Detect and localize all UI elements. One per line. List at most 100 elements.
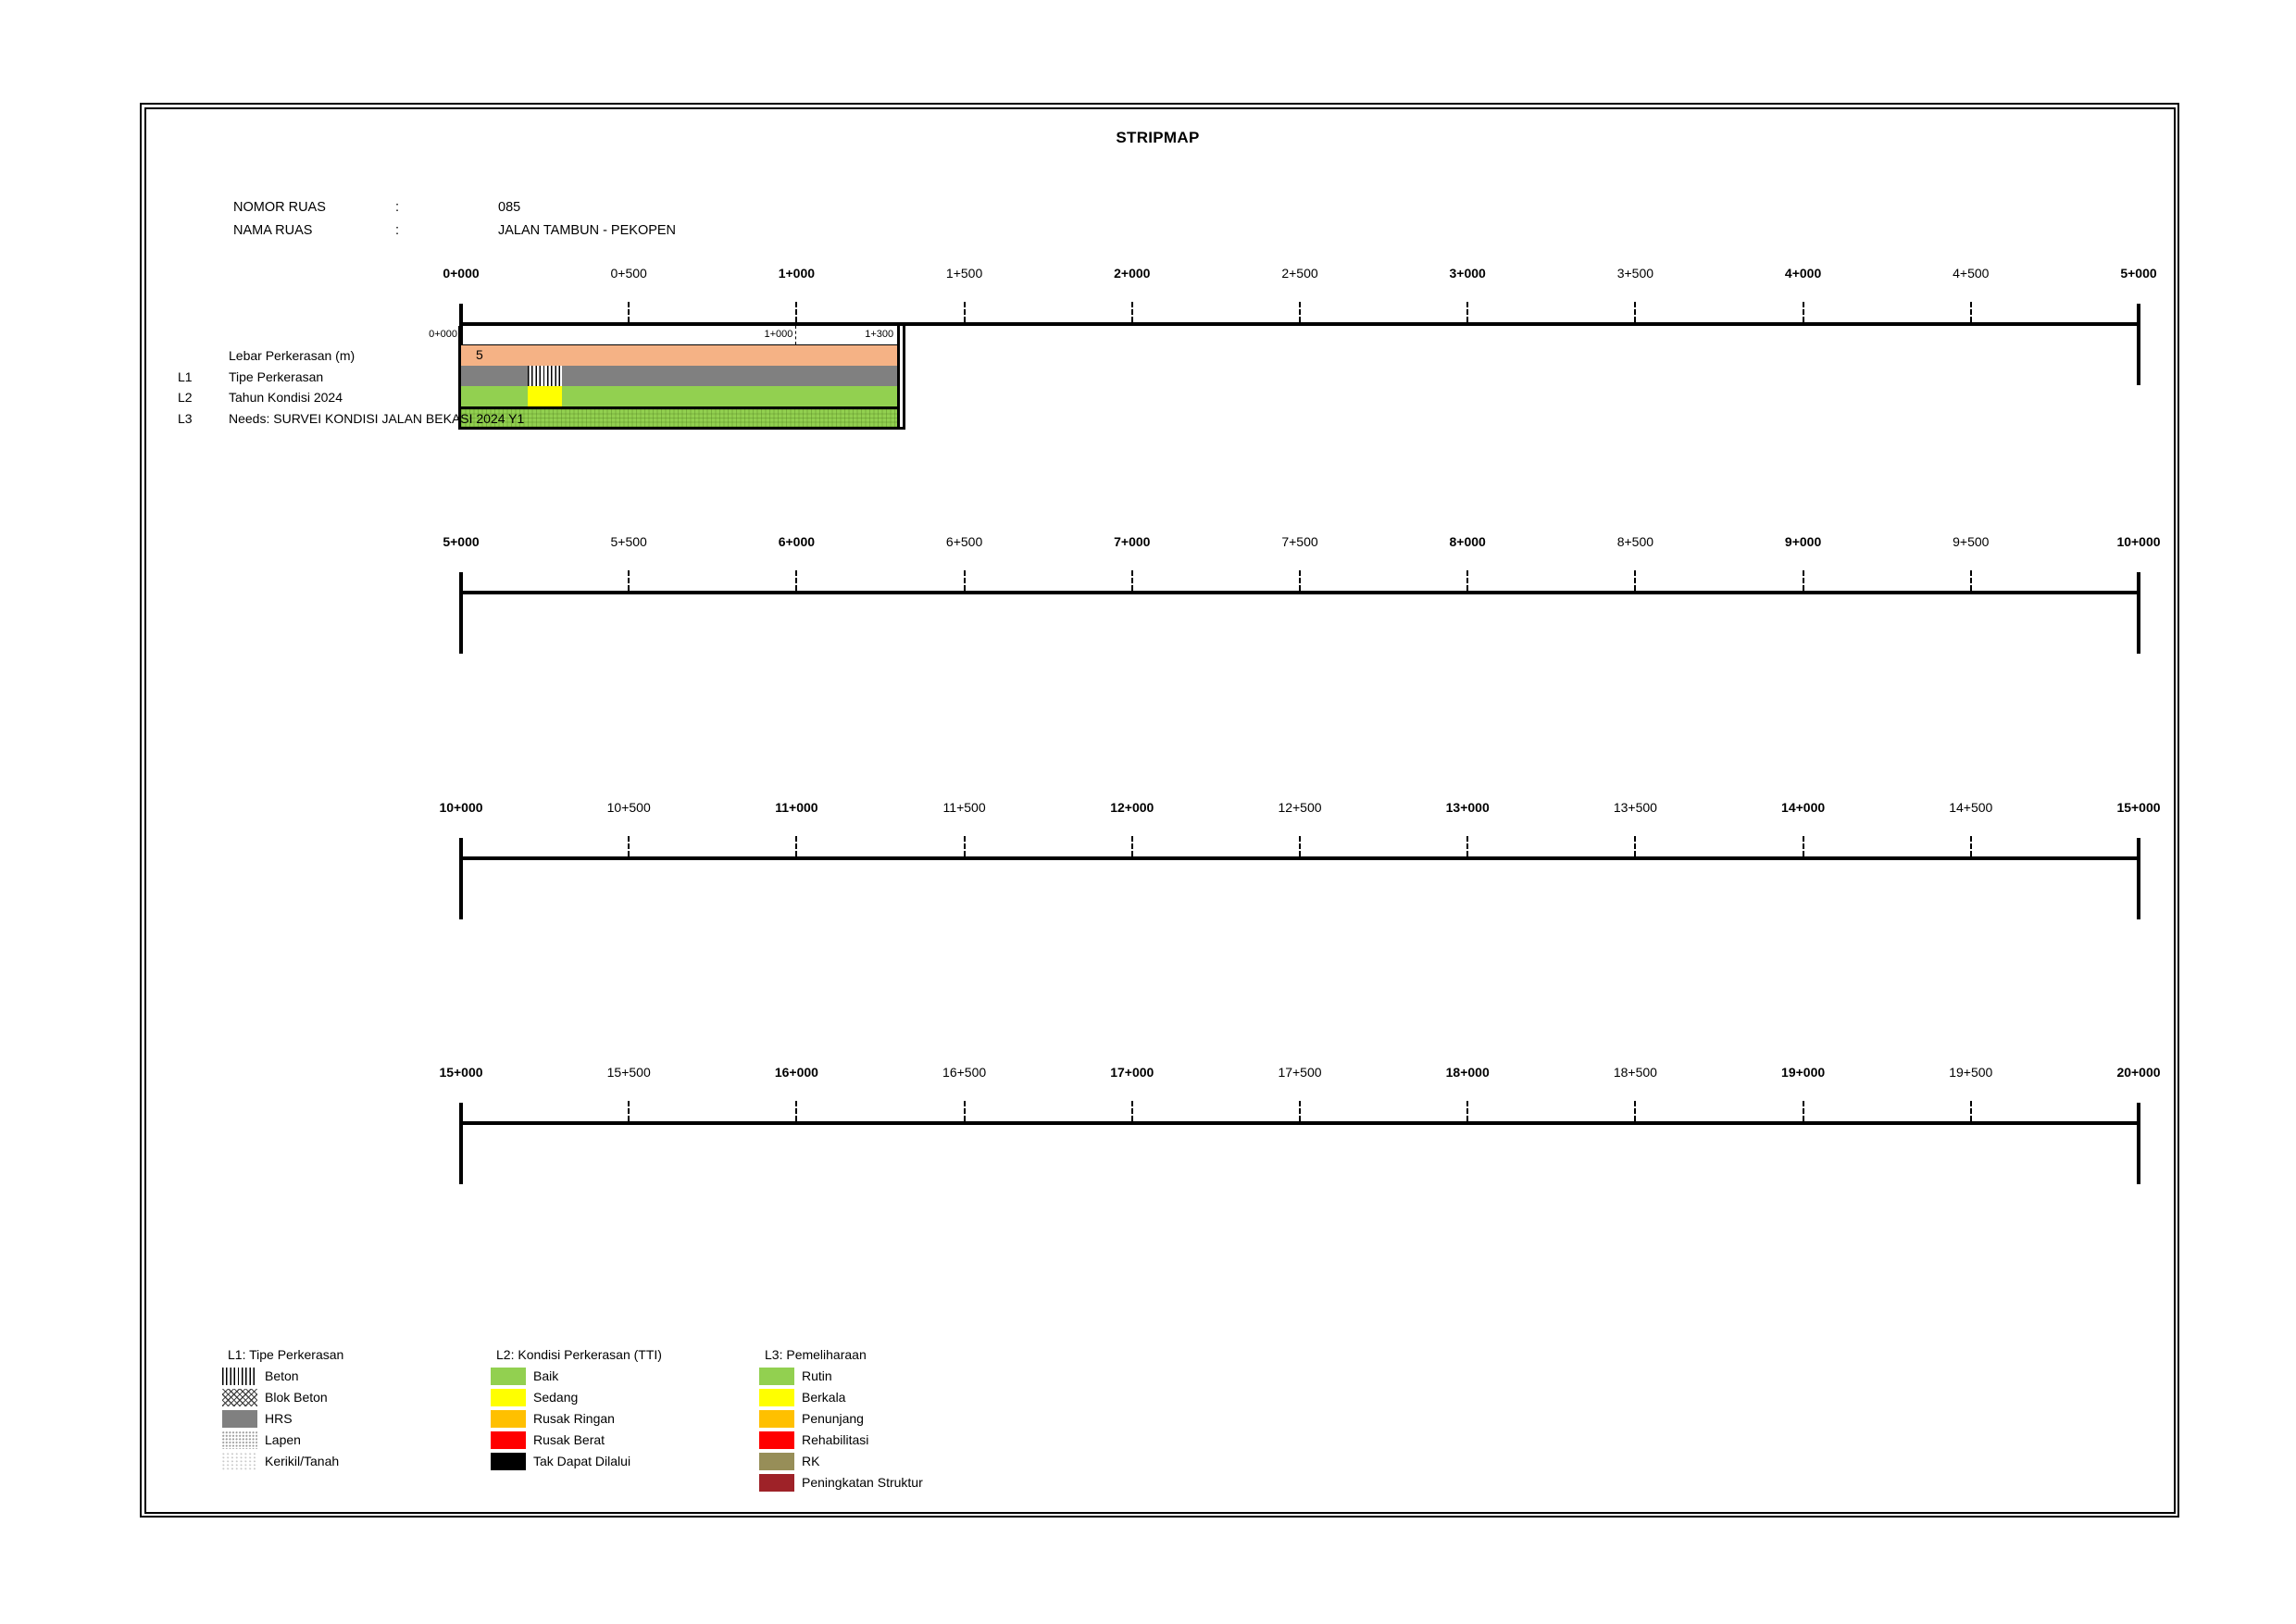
peningkatan-struktur-swatch (759, 1473, 794, 1492)
chainage-label: 4+000 (1784, 266, 1822, 281)
chainage-label: 5+000 (2120, 266, 2157, 281)
chainage-label: 1+000 (778, 266, 816, 281)
legend-group-l2: L2: Kondisi Perkerasan (TTI) Baik Sedang Ru… (491, 1347, 662, 1473)
ruler-tick (963, 836, 966, 856)
chainage-label: 10+000 (2116, 534, 2161, 549)
strip-km-dashed-line (795, 326, 797, 344)
ruler-tick (1802, 1101, 1804, 1121)
ruler-tick (1634, 1101, 1637, 1121)
chainage-label: 7+500 (1281, 534, 1318, 549)
lapen-swatch (222, 1430, 257, 1449)
legend-item: Lapen (222, 1430, 343, 1449)
lebar-value: 5 (476, 347, 483, 362)
ruler-tick (1969, 570, 1972, 591)
chainage-label: 15+000 (2116, 800, 2161, 815)
ruler-tick (1466, 836, 1469, 856)
legend-title: L1: Tipe Perkerasan (228, 1347, 344, 1362)
legend-item: Baik (491, 1367, 662, 1385)
strip-row-label-lebar: Lebar Perkerasan (m) (229, 348, 356, 363)
chainage-label: 17+500 (1278, 1065, 1322, 1080)
legend-label: Penunjang (802, 1411, 864, 1426)
tak-dapat-dilalui-swatch (491, 1452, 526, 1470)
legend-label: Berkala (802, 1390, 846, 1405)
ruler-tick (628, 302, 630, 322)
chainage-label: 14+000 (1781, 800, 1826, 815)
chainage-label: 2+000 (1114, 266, 1151, 281)
strip-block: 0+000 1+000 1+300 5 (429, 326, 905, 430)
strip-left-border (458, 326, 461, 430)
chainage-label: 10+500 (606, 800, 651, 815)
strip-layer-l1: L1 (178, 369, 193, 384)
chainage-label: 19+500 (1949, 1065, 1993, 1080)
strip-layer-l3: L3 (178, 411, 193, 426)
strip-row-label-tipe: Tipe Perkerasan (229, 369, 324, 384)
berkala-swatch (759, 1388, 794, 1406)
chainage-label: 8+000 (1449, 534, 1486, 549)
strip-tipe-row (461, 366, 898, 386)
ruler-tick (1130, 836, 1133, 856)
legend-item: Berkala (759, 1388, 923, 1406)
strip-segment-hrs (561, 366, 898, 386)
chainage-label: 9+500 (1953, 534, 1990, 549)
ruler-tick (795, 570, 798, 591)
rehabilitasi-swatch (759, 1430, 794, 1449)
strip-segment-sedang (528, 386, 562, 406)
chainage-label: 18+500 (1613, 1065, 1657, 1080)
rusak-berat-swatch (491, 1430, 526, 1449)
ruler-tick (1802, 570, 1804, 591)
strip-segment-beton (528, 366, 562, 386)
legend-item: Blok Beton (222, 1388, 343, 1406)
ruler-tick (1299, 1101, 1301, 1121)
sedang-swatch (491, 1388, 526, 1406)
chainage-label: 19+000 (1781, 1065, 1826, 1080)
penunjang-swatch (759, 1409, 794, 1428)
chainage-label: 15+500 (606, 1065, 651, 1080)
strip-segment-baik (461, 386, 529, 406)
strip-row-label-kondisi: Tahun Kondisi 2024 (229, 390, 343, 405)
nomor-ruas-colon: : (395, 200, 400, 215)
ruler-tick (1130, 302, 1133, 322)
ruler-line (461, 856, 2139, 860)
legend-label: Baik (533, 1368, 559, 1383)
ruler-end-bar (459, 1103, 463, 1184)
chainage-label: 13+500 (1613, 800, 1657, 815)
chainage-label: 4+500 (1953, 266, 1990, 281)
chainage-label: 17+000 (1110, 1065, 1154, 1080)
strip-layer-l2: L2 (178, 390, 193, 405)
chainage-label: 10+000 (439, 800, 483, 815)
legend-title: L3: Pemeliharaan (765, 1347, 867, 1362)
legend-item: Beton (222, 1367, 343, 1385)
chainage-label: 0+500 (610, 266, 647, 281)
ruler-tick (1969, 836, 1972, 856)
hrs-swatch (222, 1409, 257, 1428)
chainage-label: 8+500 (1616, 534, 1654, 549)
ruler-tick (1299, 570, 1301, 591)
chainage-label: 1+500 (945, 266, 983, 281)
chainage-label: 12+500 (1278, 800, 1322, 815)
strip-bottom-border (458, 427, 905, 430)
ruler-tick (1299, 302, 1301, 322)
legend-item: Sedang (491, 1388, 662, 1406)
legend-label: RK (802, 1454, 820, 1468)
ruler-tick (963, 570, 966, 591)
ruler-tick (1802, 302, 1804, 322)
chainage-label: 14+500 (1949, 800, 1993, 815)
page-border (140, 103, 2179, 1518)
legend-group-l3: L3: Pemeliharaan Rutin Berkala Penunjang Reh… (759, 1347, 923, 1494)
chainage-label: 9+000 (1784, 534, 1822, 549)
ruler-tick (963, 302, 966, 322)
ruler-tick (1634, 302, 1637, 322)
ruler-tick (1634, 836, 1637, 856)
ruler-tick (1634, 570, 1637, 591)
strip-segment-rutin (461, 409, 898, 427)
ruler-tick (963, 1101, 966, 1121)
ruler-end-bar (2137, 838, 2140, 919)
rk-swatch (759, 1452, 794, 1470)
nama-ruas-label: NAMA RUAS (233, 223, 313, 238)
chainage-label: 7+000 (1114, 534, 1151, 549)
chainage-label: 3+500 (1616, 266, 1654, 281)
ruler-tick (795, 1101, 798, 1121)
chainage-label: 5+000 (443, 534, 480, 549)
ruler-end-bar (459, 572, 463, 654)
